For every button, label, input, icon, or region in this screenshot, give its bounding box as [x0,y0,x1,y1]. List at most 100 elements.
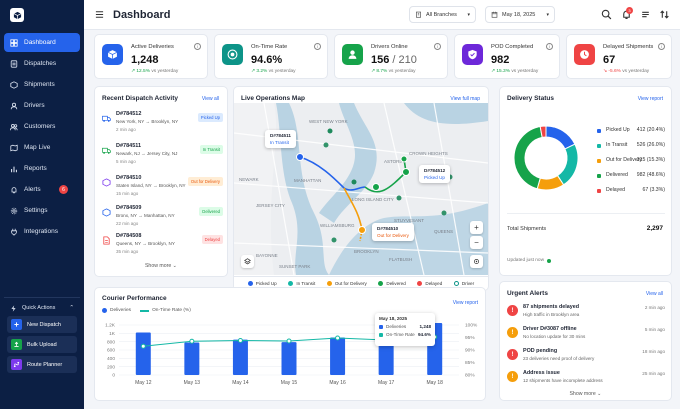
show-more-button[interactable]: Show more ⌄ [500,391,671,397]
sidebar-item-dashboard[interactable]: Dashboard [4,33,80,52]
arrow-down-icon: ↘ [603,69,609,74]
alert-item[interactable]: ! Driver D#3087 offline No location upda… [507,326,665,348]
route-planner-button[interactable]: Route Planner [7,356,77,373]
map-callout-picked-up[interactable]: D#784512 Picked Up [419,165,451,183]
bulk-upload-button[interactable]: Bulk Upload [7,336,77,353]
kpi-on-time-rate[interactable]: On-Time Rate 94.6% ↗ 3.2% vs yesterday i [214,34,328,79]
alerts-count-badge: 6 [59,185,68,194]
legend-deliveries: Deliveries [110,308,132,313]
menu-icon[interactable] [95,10,104,19]
kpi-pod-completed[interactable]: POD Completed 982 ↗ 15.3% vs yesterday i [454,34,560,79]
new-dispatch-button[interactable]: New Dispatch [7,316,77,333]
list-item[interactable]: D#784511 Newark, NJ → Jersey City, NJ 5 … [102,143,223,173]
info-icon[interactable]: i [194,43,201,50]
sidebar-item-label: Integrations [24,228,58,235]
dispatch-id: D#784512 [116,111,142,117]
sidebar-item-shipments[interactable]: Shipments [4,75,80,94]
kpi-delayed-shipments[interactable]: Delayed Shipments 67 ↘ -5.6% vs yesterda… [566,34,672,79]
line-point[interactable] [286,338,292,344]
zoom-out-button[interactable]: − [470,236,483,249]
sidebar-item-settings[interactable]: Settings [4,201,80,220]
status-label: In Transit [606,142,628,148]
search-icon[interactable] [601,9,612,20]
alert-item[interactable]: ! Address issue 12 shipments have incomp… [507,370,665,392]
map-callout-in-transit[interactable]: D#784511 In Transit [265,130,296,148]
kpi-delta-suffix: vs yesterday [511,69,539,74]
plus-icon [11,319,22,330]
status-label: Out for Delivery [606,157,643,163]
status-badge: Out for Delivery [187,177,223,186]
map-label-long-island-city: LONG ISLAND CITY [352,197,394,202]
map-label-manhattan: MANHATTAN [294,178,321,183]
quick-actions-header[interactable]: Quick Actions ⌃ [4,303,80,313]
locate-button[interactable] [470,255,483,268]
box-icon [10,80,18,89]
status-value: 982 (48.6%) [636,172,665,178]
callout-status: Picked Up [424,175,445,180]
kpi-drivers-online[interactable]: Drivers Online 156 / 210 ↗ 8.7% vs yeste… [334,34,448,79]
updated-status: Updated just now [507,258,552,263]
view-report-link[interactable]: View report [637,96,663,102]
courier-performance-chart[interactable]: 0 200 400 600 800 1K 1.2K 80% 85% 90% 95% 100% May 1… [95,288,487,400]
sidebar-item-alerts[interactable]: Alerts 6 [4,180,80,199]
view-report-link[interactable]: View report [452,300,478,306]
info-icon[interactable]: i [546,43,553,50]
info-icon[interactable]: i [434,43,441,50]
map-legend: Picked Up In Transit Out for Delivery De… [234,276,488,290]
list-item[interactable]: D#784512 New York, NY → Brooklyn, NY 2 m… [102,111,223,141]
line-point[interactable] [189,338,195,344]
date-picker[interactable]: May 18, 2025 ▾ [485,6,555,23]
bar[interactable] [281,342,297,375]
map-callout-out-for-delivery[interactable]: D#784510 Out for Delivery [372,223,414,241]
legend-swatch [597,144,601,148]
line-point[interactable] [335,335,341,341]
kpi-active-deliveries[interactable]: Active Deliveries 1,248 ↗ 12.5% vs yeste… [94,34,208,79]
sidebar-item-map-live[interactable]: Map Live [4,138,80,157]
app-logo-icon[interactable] [10,8,24,22]
bar[interactable] [330,337,346,376]
list-item[interactable]: D#784509 Bronx, NY → Manhattan, NY 22 mi… [102,205,223,235]
bar[interactable] [135,332,151,376]
bar[interactable] [184,342,200,376]
zoom-in-button[interactable]: + [470,221,483,234]
line-point[interactable] [140,343,146,349]
delivery-status-donut[interactable] [504,116,588,200]
dispatch-route: Queens, NY → Brooklyn, NY [116,241,175,246]
arrow-up-icon: ↗ [131,69,137,74]
sidebar-item-integrations[interactable]: Integrations [4,222,80,241]
kpi-value: 156 / 210 [371,54,417,66]
line-point[interactable] [237,338,243,343]
branch-select[interactable]: All Branches ▾ [409,6,476,23]
view-all-link[interactable]: View all [201,96,219,102]
view-all-link[interactable]: View all [645,291,663,297]
list-icon[interactable] [640,9,651,20]
list-item[interactable]: D#784510 Staten Island, NY → Brooklyn, N… [102,175,223,205]
kpi-value-sub: / 210 [389,54,417,66]
sidebar-item-reports[interactable]: Reports [4,159,80,178]
legend-swatch [597,189,601,193]
arrow-up-icon: ↗ [371,69,377,74]
map-label-williamsburg: WILLIAMSBURG [320,223,355,228]
info-icon[interactable]: i [314,43,321,50]
card-title: Live Operations Map [241,95,305,102]
map-canvas[interactable]: MANHATTAN BROOKLYN NEWARK JERSEY CITY BA… [234,103,488,275]
alert-item[interactable]: ! POD pending 23 deliveries need proof o… [507,348,665,370]
show-more-button[interactable]: Show more ⌄ [95,263,227,269]
bar[interactable] [378,338,394,375]
sidebar-item-drivers[interactable]: Drivers [4,96,80,115]
legend-driver: Driver [453,281,474,286]
info-icon[interactable]: i [658,43,665,50]
chart-tooltip: May 18, 2025 Deliveries 1,248 On-Time Rat… [375,313,435,346]
box-icon [102,208,111,217]
sort-icon[interactable] [659,9,670,20]
dispatch-route: New York, NY → Brooklyn, NY [116,119,179,124]
layers-button[interactable] [241,255,254,268]
bell-icon [11,186,17,193]
list-item[interactable]: D#784508 Queens, NY → Brooklyn, NY 35 mi… [102,233,223,263]
alert-item[interactable]: ! 87 shipments delayed High traffic in B… [507,304,665,326]
donut-slice[interactable] [539,125,547,138]
bar[interactable] [232,339,248,375]
view-full-map-link[interactable]: View full map [450,96,480,102]
sidebar-item-customers[interactable]: Customers [4,117,80,136]
sidebar-item-dispatches[interactable]: Dispatches [4,54,80,73]
